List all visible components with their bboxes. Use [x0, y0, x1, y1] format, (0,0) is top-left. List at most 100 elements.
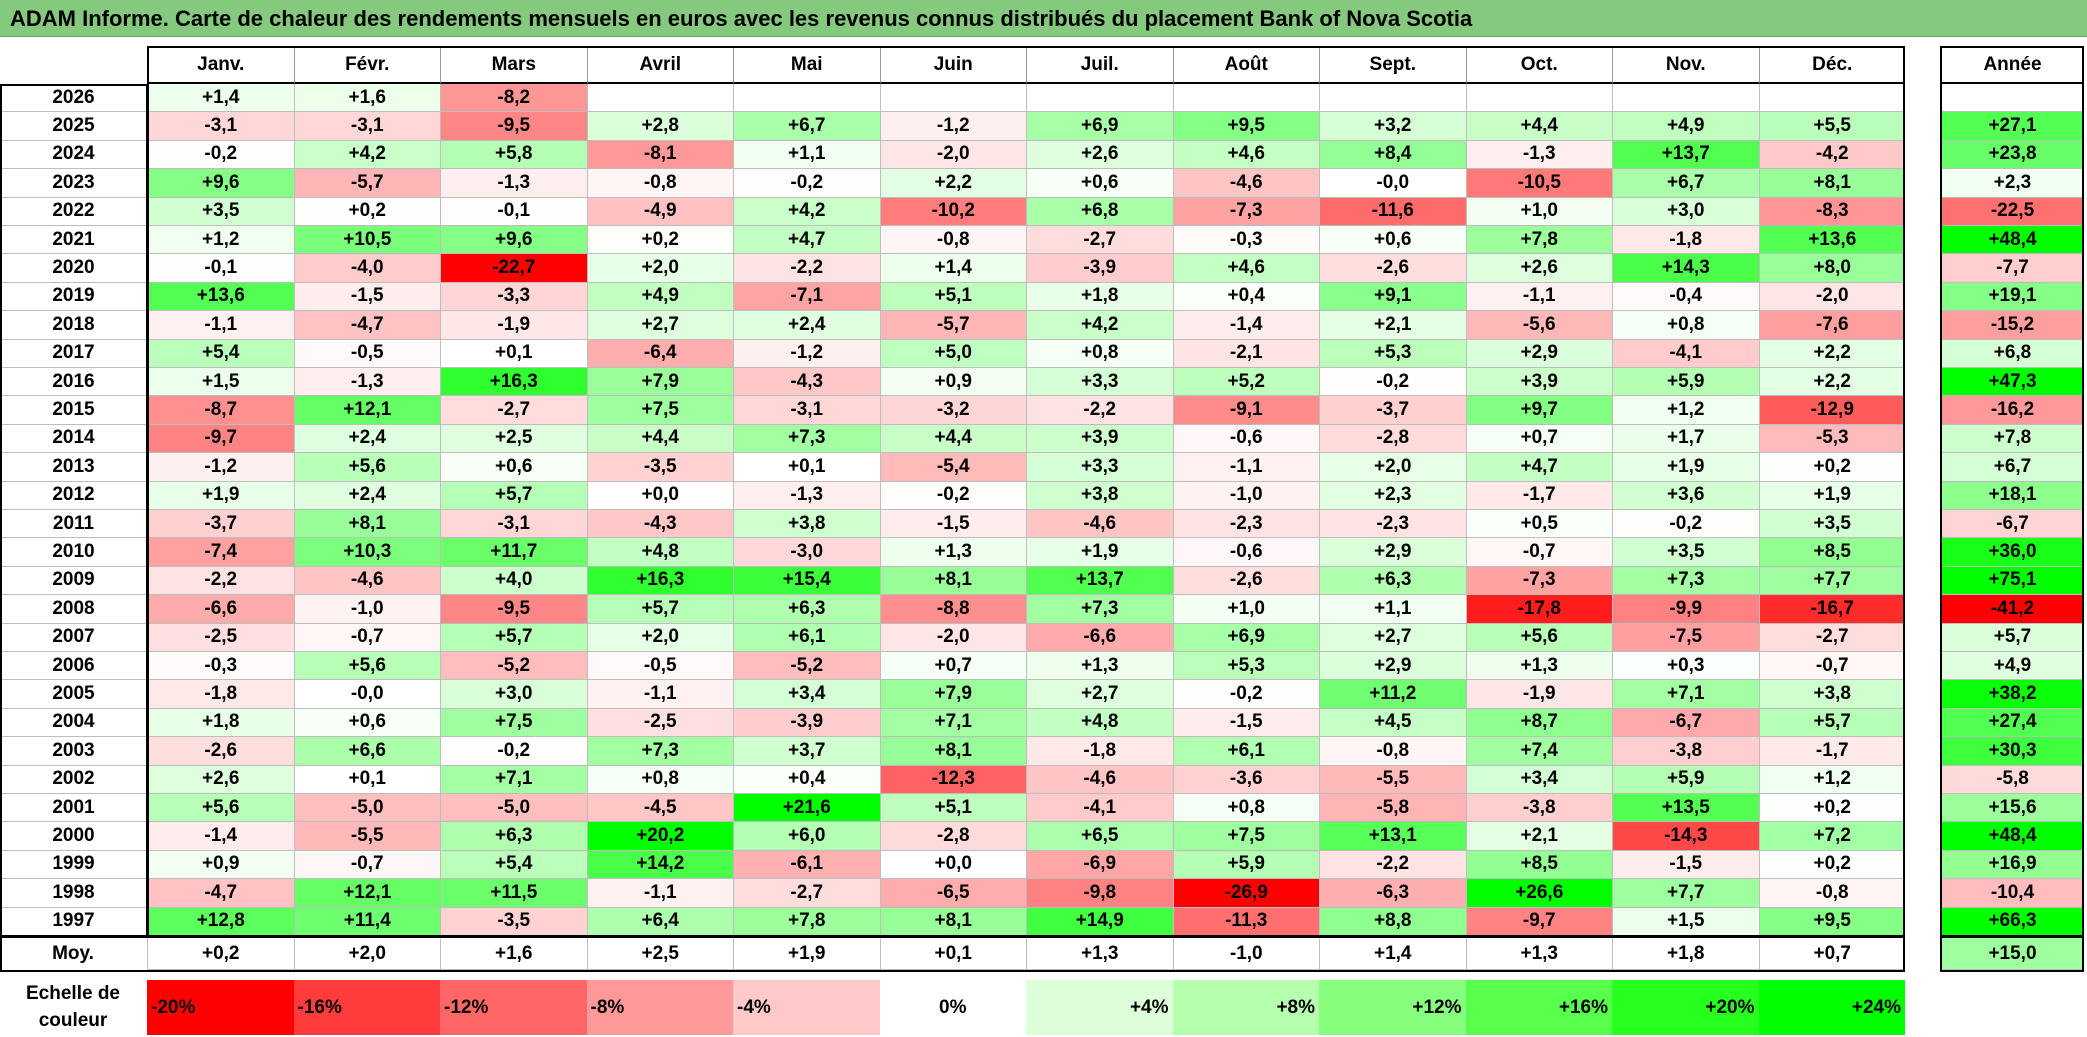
heatmap-cell: -0,7	[293, 850, 440, 880]
heatmap-cell: +5,7	[586, 595, 733, 624]
heatmap-cell: +9,6	[147, 169, 294, 198]
heatmap-cell: +5,7	[440, 623, 587, 652]
heatmap-cell: +0,0	[879, 850, 1026, 880]
heatmap-cell: -5,5	[293, 822, 440, 851]
heatmap-cell: -8,2	[440, 84, 587, 113]
heatmap-cell: -5,2	[733, 652, 880, 681]
heatmap-cell: +3,4	[733, 680, 880, 709]
heatmap-cell: +9,6	[440, 226, 587, 255]
heatmap-cell: +13,1	[1319, 822, 1466, 851]
heatmap-cell: +2,2	[1758, 368, 1905, 397]
heatmap-cell: +12,8	[147, 907, 294, 936]
annual-cell: +47,3	[1940, 368, 2084, 397]
heatmap-cell: +7,5	[1172, 822, 1319, 851]
year-label: 2021	[0, 226, 146, 255]
heatmap-cell: +6,6	[293, 737, 440, 766]
heatmap-cell: -3,7	[1319, 396, 1466, 425]
heatmap-cell: -2,7	[733, 879, 880, 908]
heatmap-cell: +2,7	[586, 311, 733, 340]
heatmap-cell: -0,8	[879, 226, 1026, 255]
heatmap-cell: -5,5	[1319, 765, 1466, 794]
heatmap-cell: -3,6	[1172, 765, 1319, 794]
heatmap-cell: +7,9	[879, 680, 1026, 709]
heatmap-cell: -8,8	[879, 595, 1026, 624]
heatmap-cell: +7,7	[1758, 566, 1905, 596]
heatmap-cell: +5,7	[440, 481, 587, 510]
heatmap-cell: +2,0	[1319, 453, 1466, 482]
heatmap-cell: -5,2	[440, 652, 587, 681]
heatmap-cell	[1172, 84, 1319, 113]
average-cell: +0,2	[147, 938, 294, 970]
heatmap-cell: -2,0	[1758, 282, 1905, 312]
heatmap-cell: -0,4	[1612, 282, 1759, 312]
heatmap-cell: +0,6	[1319, 226, 1466, 255]
heatmap-cell	[1465, 84, 1612, 113]
heatmap-cell: +16,3	[440, 368, 587, 397]
heatmap-cell: -1,1	[1465, 282, 1612, 312]
heatmap-cell: +1,5	[1612, 907, 1759, 936]
heatmap-cell: -0,8	[586, 169, 733, 198]
year-label: 1999	[0, 850, 146, 880]
heatmap-cell: -5,7	[879, 311, 1026, 340]
heatmap-cell: -0,2	[1612, 510, 1759, 539]
month-header: Sept.	[1319, 46, 1466, 84]
heatmap-cell: +1,3	[879, 538, 1026, 567]
heatmap-cell: -10,2	[879, 197, 1026, 226]
year-label: 2004	[0, 708, 146, 738]
heatmap-cell: +3,9	[1026, 424, 1173, 454]
heatmap-cell: +1,3	[1465, 652, 1612, 681]
heatmap-cell: +1,9	[1026, 538, 1173, 567]
heatmap-cell: +6,5	[1026, 822, 1173, 851]
heatmap-cell: +0,2	[293, 197, 440, 226]
heatmap-cell: +7,1	[879, 708, 1026, 738]
heatmap-cell: +0,2	[586, 226, 733, 255]
heatmap-cell: +6,7	[733, 112, 880, 141]
heatmap-cell: +0,0	[586, 481, 733, 510]
heatmap-cell: +5,6	[147, 794, 294, 823]
heatmap-cell: +8,1	[879, 907, 1026, 936]
heatmap-cell: -1,8	[1026, 737, 1173, 766]
heatmap-cell: -4,9	[586, 197, 733, 226]
heatmap-cell: -1,5	[293, 282, 440, 312]
heatmap-cell	[586, 84, 733, 113]
heatmap-cell: +4,9	[586, 282, 733, 312]
heatmap-cell: +7,3	[1026, 595, 1173, 624]
heatmap-cell: +1,1	[733, 140, 880, 170]
heatmap-cell: +1,2	[1758, 765, 1905, 794]
heatmap-cell: +0,4	[733, 765, 880, 794]
annual-cell	[1940, 84, 2084, 113]
month-header: Mars	[440, 46, 587, 84]
heatmap-cell: -1,9	[440, 311, 587, 340]
heatmap-cell: -0,2	[1172, 680, 1319, 709]
month-header: Janv.	[147, 46, 294, 84]
heatmap-cell: -2,2	[733, 254, 880, 283]
heatmap-cell: -9,5	[440, 112, 587, 141]
heatmap-cell: -2,1	[1172, 339, 1319, 368]
heatmap-cell: +3,0	[440, 680, 587, 709]
heatmap-cell: +2,8	[586, 112, 733, 141]
heatmap-cell: +5,0	[879, 339, 1026, 368]
heatmap-cell: +2,9	[1319, 652, 1466, 681]
annual-cell: +66,3	[1940, 907, 2084, 936]
heatmap-cell: -1,8	[1612, 226, 1759, 255]
heatmap-cell: -3,1	[147, 112, 294, 141]
annual-cell: -41,2	[1940, 595, 2084, 624]
annual-cell: +38,2	[1940, 680, 2084, 709]
year-label: 2007	[0, 623, 146, 652]
heatmap-cell: +1,9	[1612, 453, 1759, 482]
heatmap-cell: +7,3	[586, 737, 733, 766]
heatmap-cell: +10,5	[293, 226, 440, 255]
heatmap-cell: +6,7	[1612, 169, 1759, 198]
heatmap-cell: +26,6	[1465, 879, 1612, 908]
heatmap-cell: -7,6	[1758, 311, 1905, 340]
heatmap-cell: +6,0	[733, 822, 880, 851]
heatmap-cell: -2,5	[147, 623, 294, 652]
heatmap-cell: +5,1	[879, 794, 1026, 823]
heatmap-cell: +11,4	[293, 907, 440, 936]
heatmap-cell: +1,9	[1758, 481, 1905, 510]
heatmap-cell: +3,9	[1465, 368, 1612, 397]
color-scale-label: Echelle de couleur	[26, 983, 120, 1031]
heatmap-cell: +0,9	[879, 368, 1026, 397]
heatmap-cell: -0,2	[733, 169, 880, 198]
month-header: Nov.	[1612, 46, 1759, 84]
